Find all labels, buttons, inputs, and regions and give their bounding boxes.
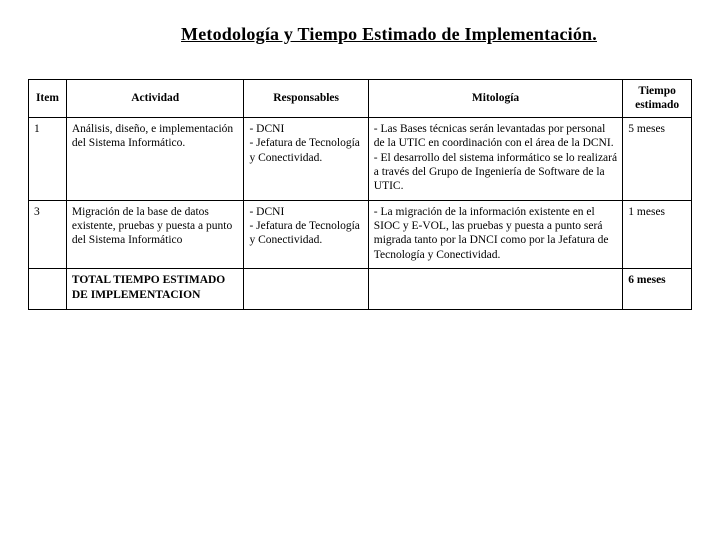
col-header-item: Item xyxy=(29,80,67,118)
page: Metodología y Tiempo Estimado de Impleme… xyxy=(0,0,720,540)
cell-responsables: - DCNI - Jefatura de Tecnología y Conect… xyxy=(244,200,368,269)
page-title: Metodología y Tiempo Estimado de Impleme… xyxy=(86,24,692,45)
table-header-row: Item Actividad Responsables Mitología Ti… xyxy=(29,80,692,118)
table-row: 1 Análisis, diseño, e implementación del… xyxy=(29,117,692,200)
cell-mitologia: - Las Bases técnicas serán levantadas po… xyxy=(368,117,623,200)
cell-total-tiempo: 6 meses xyxy=(623,269,692,310)
table-row: 3 Migración de la base de datos existent… xyxy=(29,200,692,269)
cell-item: 3 xyxy=(29,200,67,269)
cell-responsables: - DCNI - Jefatura de Tecnología y Conect… xyxy=(244,117,368,200)
col-header-actividad: Actividad xyxy=(66,80,244,118)
cell-tiempo: 5 meses xyxy=(623,117,692,200)
cell-tiempo: 1 meses xyxy=(623,200,692,269)
cell-total-empty-resp xyxy=(244,269,368,310)
cell-item: 1 xyxy=(29,117,67,200)
cell-total-empty-mit xyxy=(368,269,623,310)
col-header-tiempo: Tiempo estimado xyxy=(623,80,692,118)
implementation-table: Item Actividad Responsables Mitología Ti… xyxy=(28,79,692,310)
cell-mitologia: - La migración de la información existen… xyxy=(368,200,623,269)
table-total-row: TOTAL TIEMPO ESTIMADO DE IMPLEMENTACION … xyxy=(29,269,692,310)
cell-actividad: Análisis, diseño, e implementación del S… xyxy=(66,117,244,200)
col-header-mitologia: Mitología xyxy=(368,80,623,118)
cell-total-label: TOTAL TIEMPO ESTIMADO DE IMPLEMENTACION xyxy=(66,269,244,310)
col-header-responsables: Responsables xyxy=(244,80,368,118)
cell-total-empty-item xyxy=(29,269,67,310)
cell-actividad: Migración de la base de datos existente,… xyxy=(66,200,244,269)
